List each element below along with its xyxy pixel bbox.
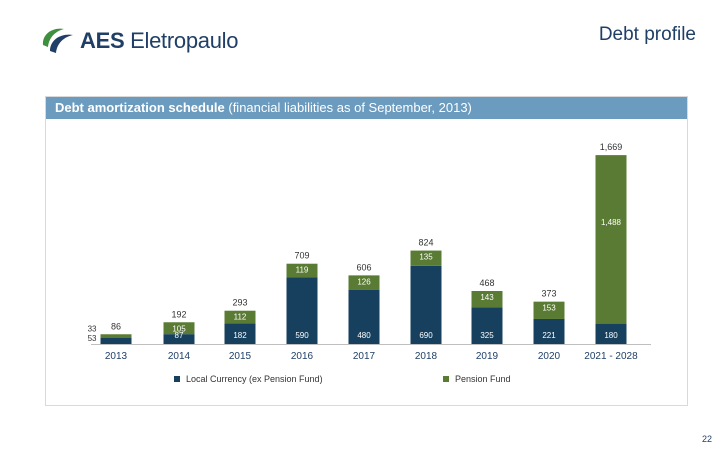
local-value-label: 87 <box>175 331 184 340</box>
pension-value-label: 126 <box>357 277 371 286</box>
pension-value-label: 143 <box>480 293 494 302</box>
local-value-label: 180 <box>604 331 618 340</box>
logo-text-rest: Eletropaulo <box>124 28 239 53</box>
pension-value-label: 119 <box>296 266 309 275</box>
logo-text-bold: AES <box>80 28 125 53</box>
x-tick-label: 2021 - 2028 <box>584 351 638 362</box>
legend-label-pension: Pension Fund <box>455 374 511 384</box>
total-label: 606 <box>356 262 371 272</box>
pension-value-label: 105 <box>172 324 186 333</box>
x-tick-label: 2019 <box>476 351 499 362</box>
chart-panel: Debt amortization schedule (financial li… <box>45 96 688 406</box>
local-value-label: 590 <box>295 331 309 340</box>
bar-local-2019 <box>471 307 503 344</box>
total-label: 373 <box>541 289 556 299</box>
x-tick-label: 2014 <box>168 351 191 362</box>
total-label: 709 <box>294 251 309 261</box>
bar-pension-2016 <box>286 263 318 278</box>
local-value-label: 182 <box>233 331 247 340</box>
x-tick-label: 2020 <box>538 351 561 362</box>
x-tick-label: 2016 <box>291 351 314 362</box>
logo-text: AES Eletropaulo <box>80 28 238 54</box>
pension-value-label: 33 <box>88 324 97 333</box>
page-number: 22 <box>701 434 712 444</box>
x-tick-label: 2018 <box>415 351 438 362</box>
panel-header: Debt amortization schedule (financial li… <box>46 97 687 119</box>
bar-local-2015 <box>224 323 256 344</box>
bar-pension-2017 <box>348 275 380 290</box>
aes-leaf-icon <box>42 28 73 53</box>
total-label: 293 <box>232 298 247 308</box>
bar-local-2014 <box>163 334 195 344</box>
bar-pension-2018 <box>410 250 442 266</box>
bar-local-2018 <box>410 265 442 344</box>
bar-pension-2021 - 2028 <box>595 155 627 324</box>
bar-pension-2015 <box>224 310 256 324</box>
total-label: 1,669 <box>600 142 623 152</box>
pension-value-label: 135 <box>419 253 433 262</box>
pension-value-label: 1,488 <box>601 218 622 227</box>
panel-title-bold: Debt amortization schedule <box>55 100 225 115</box>
local-value-label: 221 <box>542 331 556 340</box>
total-label: 86 <box>111 321 121 331</box>
bar-pension-2014 <box>163 322 195 335</box>
total-label: 468 <box>479 278 494 288</box>
x-tick-label: 2013 <box>105 351 128 362</box>
bar-local-2016 <box>286 277 318 344</box>
bar-pension-2020 <box>533 301 565 319</box>
x-tick-label: 2015 <box>229 351 252 362</box>
legend-swatch-local <box>174 376 180 382</box>
page-title: Debt profile <box>598 24 696 45</box>
local-value-label: 53 <box>88 334 97 343</box>
bar-local-2017 <box>348 289 380 344</box>
local-value-label: 325 <box>480 331 494 340</box>
legend-label-local: Local Currency (ex Pension Fund) <box>186 374 323 384</box>
local-value-label: 690 <box>419 331 433 340</box>
company-logo: AES Eletropaulo <box>40 24 238 58</box>
total-label: 192 <box>171 309 186 319</box>
bar-local-2020 <box>533 318 565 344</box>
x-tick-label: 2017 <box>353 351 376 362</box>
pension-value-label: 153 <box>542 304 556 313</box>
panel-title-rest: (financial liabilities as of September, … <box>224 100 472 115</box>
bar-pension-2013 <box>100 334 132 338</box>
bar-local-2021 - 2028 <box>595 323 627 344</box>
pension-value-label: 112 <box>234 313 247 322</box>
legend-swatch-pension <box>443 376 449 382</box>
total-label: 824 <box>418 238 433 248</box>
local-value-label: 480 <box>357 331 371 340</box>
bar-pension-2019 <box>471 291 503 308</box>
bar-local-2013 <box>100 337 132 344</box>
